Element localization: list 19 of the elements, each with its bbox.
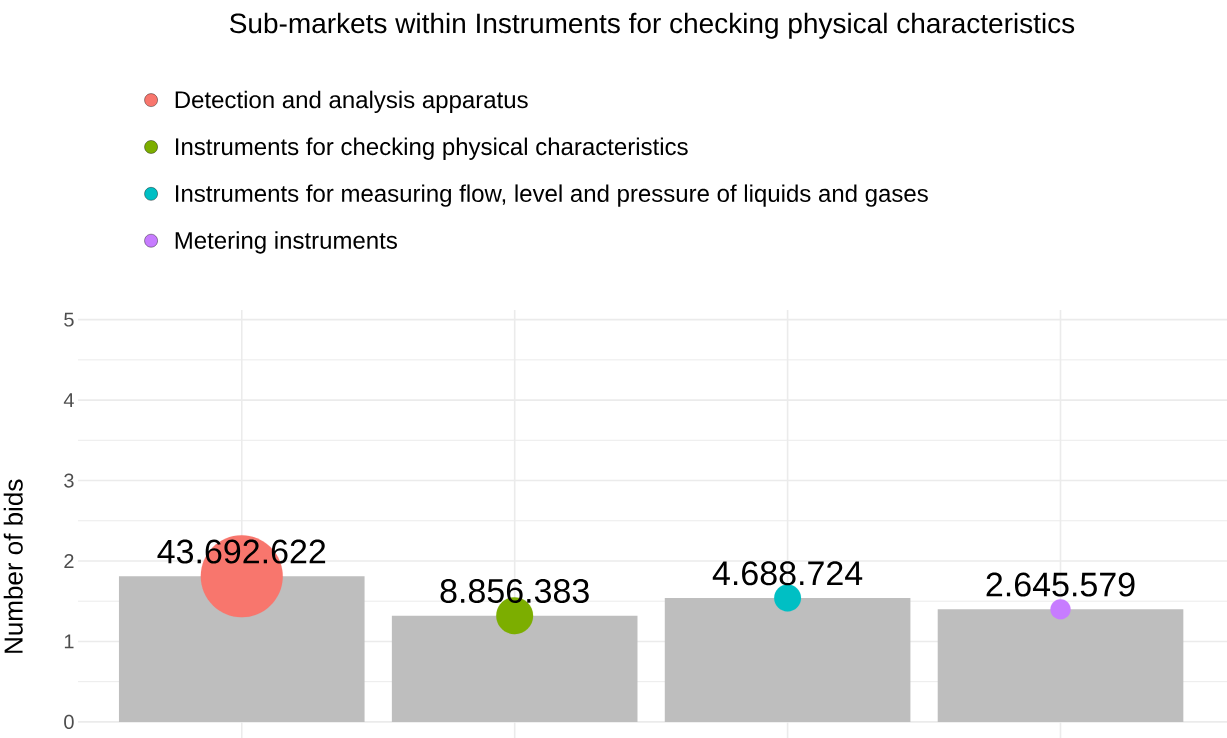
y-axis-title: Number of bids [3,479,23,653]
y-tick-label: 3 [64,473,74,488]
annotation: 4.688.724 [712,561,863,586]
bar [664,598,911,722]
legend-label: Instruments for checking physical characteristics [175,137,688,160]
legend-label: Instruments for measuring flow, level and pressure of liquids and gases [175,184,928,207]
annotation: 8.856.383 [440,578,589,604]
bar [391,615,638,722]
chart-title: Sub-markets within Instruments for checking physical characteristics [230,12,1075,39]
bar [118,576,365,722]
y-tick-label: 1 [64,634,74,649]
legend-label: Metering instruments [175,231,397,254]
y-tick-label: 4 [63,393,74,407]
bar [937,609,1184,722]
y-tick-label: 2 [64,554,74,568]
y-tick-label: 5 [64,312,74,327]
y-tick-label: 0 [64,714,74,729]
legend-label: Detection and analysis apparatus [175,90,528,114]
annotation: 2.645.579 [986,572,1135,597]
